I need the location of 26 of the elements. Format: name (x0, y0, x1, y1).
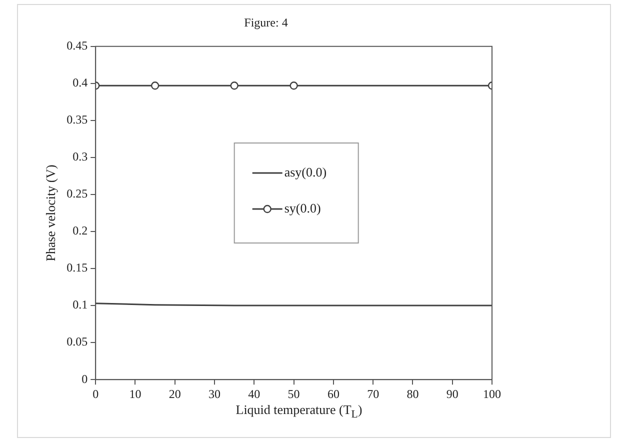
y-tick-label: 0.15 (66, 260, 88, 275)
x-tick-label: 70 (367, 386, 380, 401)
chart-title: Figure: 4 (244, 15, 288, 30)
x-tick-label: 90 (446, 386, 458, 401)
x-tick-label: 80 (406, 386, 419, 401)
y-axis-title: Phase velocity (V) (43, 164, 58, 262)
y-tick-label: 0 (82, 372, 88, 386)
x-tick-label: 50 (288, 386, 300, 401)
y-tick-label: 0.35 (66, 112, 88, 127)
x-tick-label: 100 (483, 386, 501, 401)
y-tick-label: 0.1 (72, 298, 88, 312)
y-tick-label: 0.2 (72, 224, 88, 238)
x-tick-label: 10 (129, 386, 142, 401)
x-tick-label: 30 (208, 386, 221, 401)
x-tick-label: 60 (327, 386, 340, 401)
x-tick-label: 20 (168, 386, 181, 401)
y-tick-label: 0.4 (72, 76, 88, 90)
x-tick-label: 0 (92, 386, 99, 401)
x-axis-title: Liquid temperature (T$_{L}$) (234, 402, 364, 421)
legend-label: asy(0.0) (284, 164, 327, 180)
y-tick-label: 0.25 (66, 186, 88, 201)
legend-label: sy(0.0) (284, 200, 321, 216)
y-tick-label: 0.05 (66, 334, 88, 349)
y-tick-label: 0.3 (72, 150, 88, 164)
y-tick-label: 0.45 (66, 38, 88, 53)
x-tick-label: 40 (248, 386, 260, 401)
